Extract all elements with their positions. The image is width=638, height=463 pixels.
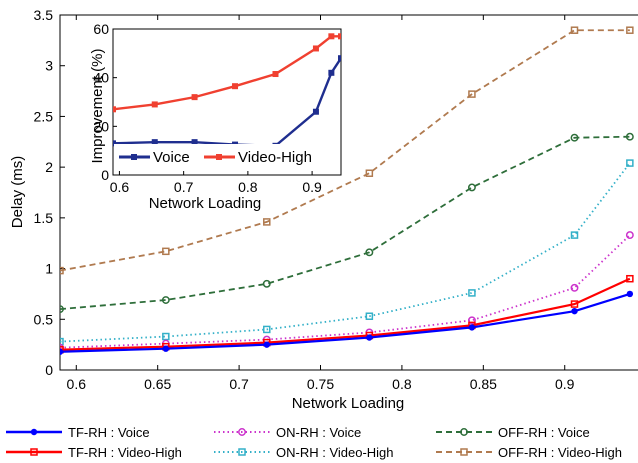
main-series (60, 26, 634, 355)
inset-point-video-high (191, 94, 198, 101)
series-point-off-rh-voice (262, 279, 271, 288)
series-point-off-rh-voice (570, 133, 579, 142)
main-y-tick-label: 0 (45, 362, 53, 378)
series-point-off-rh-voice (625, 132, 634, 141)
main-x-axis-label: Network Loading (292, 395, 405, 412)
main-y-tick-label: 3 (45, 58, 53, 74)
series-point-off-rh-video-high (626, 26, 634, 34)
series-line-off-rh-voice (60, 135, 630, 311)
series-point-on-rh-voice (467, 316, 476, 325)
inset-x-axis-label: Network Loading (149, 195, 262, 212)
series-point-off-rh-video-high (365, 169, 374, 177)
inset-legend-voice-label: Voice (153, 149, 190, 166)
inset-point-voice (338, 55, 341, 62)
inset-y-tick-label: 40 (93, 70, 109, 86)
inset-point-voice (151, 139, 158, 146)
inset-y-tick-label: 60 (93, 21, 109, 37)
legend-marker (30, 448, 38, 456)
series-point-on-rh-video-high (365, 312, 374, 320)
legend-marker (238, 428, 246, 436)
inset-point-video-high (312, 45, 319, 52)
series-point-on-rh-video-high (570, 231, 579, 239)
inset-x-tick-label: 0.8 (238, 179, 258, 195)
inset-legend-video-label: Video-High (238, 149, 312, 166)
main-x-tick-label: 0.6 (67, 376, 87, 392)
series-point-off-rh-voice (60, 305, 64, 314)
inset-point-voice (113, 140, 116, 147)
main-ticks: 0.6 0.65 0.7 0.75 0.8 0.85 0.9 0 0.5 1 1.5 2 2.5 3 3.5 (34, 7, 575, 392)
inset-x-tick-label: 0.6 (110, 179, 130, 195)
inset-y-axis-label: Improvement (%) (89, 48, 106, 163)
inset-ticks: 0.6 0.7 0.8 0.9 0 20 40 60 (93, 21, 322, 195)
legend-label: ON-RH : Video-High (276, 445, 394, 460)
inset-legend-video-marker (216, 154, 222, 160)
series-point-off-rh-video-high (468, 90, 476, 98)
inset-point-video-high (272, 71, 279, 78)
legend-label: OFF-RH : Video-High (498, 445, 622, 460)
legend-marker (460, 448, 468, 456)
series-point-on-rh-voice (570, 283, 579, 292)
series-point-off-rh-voice (467, 183, 476, 192)
series-line-on-rh-video-high (60, 162, 631, 343)
series-point-tf-rh-video-high (626, 274, 634, 283)
main-x-tick-label: 0.85 (470, 376, 497, 392)
legend-marker (238, 448, 246, 456)
legend-label: OFF-RH : Voice (498, 425, 590, 440)
series-point-tf-rh-voice (571, 307, 578, 315)
main-x-tick-label: 0.7 (229, 376, 249, 392)
inset-point-voice (191, 139, 198, 146)
series-point-on-rh-video-high (468, 289, 476, 297)
series-point-off-rh-voice (365, 248, 374, 257)
inset-point-video-high (338, 33, 341, 40)
inset-legend-voice-marker (131, 154, 137, 160)
series-point-off-rh-voice (161, 296, 170, 304)
series-point-off-rh-video-high (60, 266, 64, 275)
series-point-tf-rh-voice (60, 348, 64, 355)
main-y-tick-label: 1.5 (34, 210, 54, 226)
series-point-on-rh-video-high (60, 337, 64, 346)
series-point-tf-rh-voice (626, 290, 634, 298)
series-point-off-rh-video-high (162, 247, 170, 256)
main-x-tick-label: 0.9 (555, 376, 575, 392)
main-x-tick-label: 0.65 (144, 376, 171, 392)
legend-label: TF-RH : Voice (68, 425, 150, 440)
series-point-off-rh-video-high (570, 26, 579, 34)
series-point-tf-rh-voice (468, 324, 476, 331)
series-point-on-rh-video-high (263, 325, 271, 334)
series-point-on-rh-video-high (162, 332, 170, 341)
series-point-on-rh-voice (625, 231, 634, 240)
main-y-tick-label: 1 (45, 261, 53, 277)
series-point-off-rh-video-high (263, 218, 271, 226)
inset-y-tick-label: 0 (101, 167, 109, 183)
series-point-tf-rh-voice (263, 341, 270, 348)
inset-x-tick-label: 0.9 (302, 179, 322, 195)
inset-point-video-high (151, 101, 158, 108)
main-y-axis-label: Delay (ms) (9, 156, 26, 229)
legend-label: ON-RH : Voice (276, 425, 361, 440)
inset-point-voice (312, 108, 319, 115)
main-y-tick-label: 0.5 (34, 311, 54, 327)
main-legend: TF-RH : Voice TF-RH : Video-High ON-RH : V… (6, 425, 622, 460)
main-y-tick-label: 2 (45, 159, 53, 175)
legend-label: TF-RH : Video-High (68, 445, 182, 460)
inset-point-voice (328, 69, 335, 76)
inset-point-video-high (232, 83, 239, 90)
main-y-tick-label: 2.5 (34, 108, 54, 124)
inset-y-tick-label: 20 (93, 118, 109, 134)
series-point-tf-rh-voice (366, 334, 373, 341)
main-x-tick-label: 0.8 (392, 376, 412, 392)
legend-marker (30, 428, 38, 436)
series-point-on-rh-video-high (626, 159, 634, 167)
main-x-tick-label: 0.75 (307, 376, 334, 392)
series-point-tf-rh-video-high (60, 345, 64, 354)
inset-point-video-high (113, 106, 116, 113)
series-point-tf-rh-video-high (570, 300, 579, 308)
series-point-tf-rh-voice (162, 345, 170, 352)
main-y-tick-label: 3.5 (34, 7, 54, 23)
inset-point-video-high (328, 33, 335, 40)
inset-legend: Voice Video-High (114, 144, 322, 170)
inset-x-tick-label: 0.7 (174, 179, 194, 195)
legend-marker (460, 428, 468, 436)
